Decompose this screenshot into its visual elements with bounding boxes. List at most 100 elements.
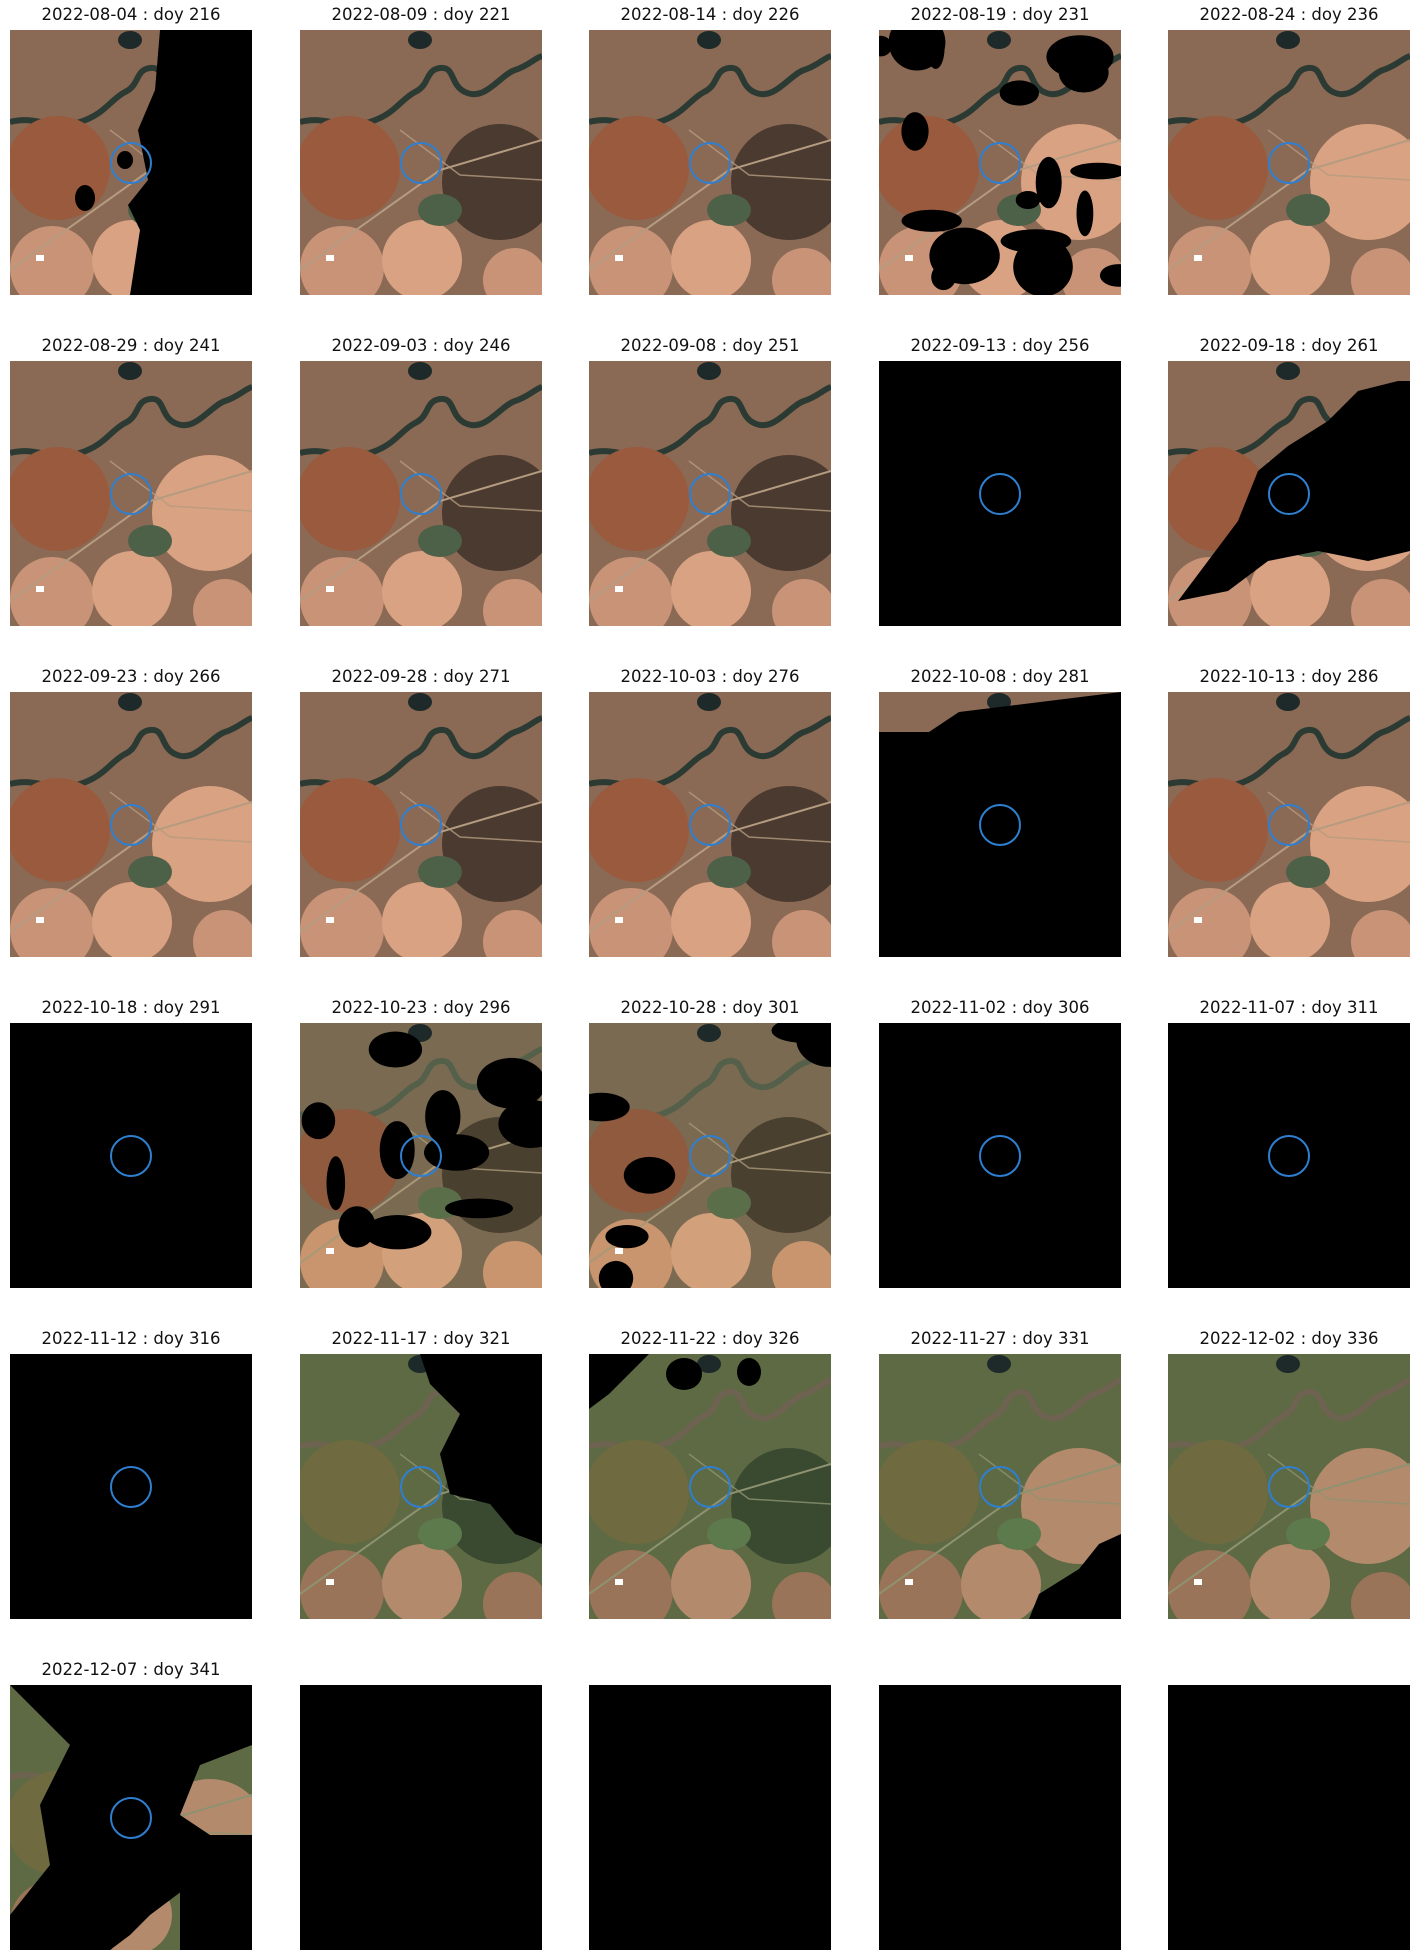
image-panel: 2022-11-07 : doy 311 bbox=[1168, 993, 1410, 1293]
panel-title: 2022-10-28 : doy 301 bbox=[569, 998, 851, 1017]
cloud-mask bbox=[10, 1023, 252, 1288]
image-panel: 2022-11-12 : doy 316 bbox=[10, 1324, 252, 1624]
landscape bbox=[589, 361, 831, 626]
image-panel: 2022-10-13 : doy 286 bbox=[1168, 662, 1410, 962]
satellite-image bbox=[879, 1023, 1121, 1288]
image-panel: 2022-08-29 : doy 241 bbox=[10, 331, 252, 631]
panel-title: 2022-11-07 : doy 311 bbox=[1148, 998, 1415, 1017]
satellite-image bbox=[879, 692, 1121, 957]
panel-title: 2022-10-13 : doy 286 bbox=[1148, 667, 1415, 686]
landscape bbox=[10, 692, 252, 957]
landscape bbox=[300, 692, 542, 957]
empty-panel bbox=[1168, 1655, 1410, 1955]
cloud-mask bbox=[589, 1685, 831, 1950]
satellite-image bbox=[1168, 1685, 1410, 1950]
cloud-mask bbox=[1168, 1685, 1410, 1950]
satellite-image bbox=[10, 1354, 252, 1619]
image-panel: 2022-09-08 : doy 251 bbox=[589, 331, 831, 631]
satellite-image bbox=[300, 1685, 542, 1950]
panel-title: 2022-09-03 : doy 246 bbox=[280, 336, 562, 355]
panel-title: 2022-09-13 : doy 256 bbox=[859, 336, 1141, 355]
panel-title: 2022-12-07 : doy 341 bbox=[0, 1660, 272, 1679]
satellite-image bbox=[300, 361, 542, 626]
image-panel: 2022-10-08 : doy 281 bbox=[879, 662, 1121, 962]
satellite-image bbox=[589, 1023, 831, 1288]
landscape bbox=[589, 1354, 831, 1619]
image-panel: 2022-08-14 : doy 226 bbox=[589, 0, 831, 300]
panel-title: 2022-10-03 : doy 276 bbox=[569, 667, 851, 686]
satellite-image bbox=[10, 692, 252, 957]
panel-title: 2022-11-12 : doy 316 bbox=[0, 1329, 272, 1348]
landscape bbox=[589, 692, 831, 957]
satellite-image bbox=[1168, 1023, 1410, 1288]
satellite-image bbox=[300, 692, 542, 957]
image-panel: 2022-12-02 : doy 336 bbox=[1168, 1324, 1410, 1624]
panel-title: 2022-10-08 : doy 281 bbox=[859, 667, 1141, 686]
image-panel: 2022-11-27 : doy 331 bbox=[879, 1324, 1121, 1624]
landscape bbox=[1168, 30, 1410, 295]
image-panel: 2022-08-24 : doy 236 bbox=[1168, 0, 1410, 300]
satellite-image bbox=[10, 30, 252, 295]
image-panel: 2022-09-28 : doy 271 bbox=[300, 662, 542, 962]
cloud-mask bbox=[1168, 1023, 1410, 1288]
satellite-image bbox=[589, 361, 831, 626]
panel-title: 2022-08-14 : doy 226 bbox=[569, 5, 851, 24]
landscape bbox=[589, 30, 831, 295]
image-panel: 2022-09-23 : doy 266 bbox=[10, 662, 252, 962]
cloud-mask bbox=[879, 1023, 1121, 1288]
panel-title: 2022-10-18 : doy 291 bbox=[0, 998, 272, 1017]
satellite-image bbox=[300, 1354, 542, 1619]
landscape bbox=[300, 30, 542, 295]
satellite-image bbox=[10, 1685, 252, 1950]
satellite-image bbox=[879, 30, 1121, 295]
landscape bbox=[300, 361, 542, 626]
landscape bbox=[1168, 1354, 1410, 1619]
panel-title: 2022-09-08 : doy 251 bbox=[569, 336, 851, 355]
panel-title: 2022-11-27 : doy 331 bbox=[859, 1329, 1141, 1348]
satellite-image bbox=[589, 1354, 831, 1619]
satellite-image bbox=[1168, 361, 1410, 626]
satellite-image bbox=[879, 361, 1121, 626]
satellite-image bbox=[10, 1023, 252, 1288]
panel-title: 2022-08-04 : doy 216 bbox=[0, 5, 272, 24]
satellite-image bbox=[589, 692, 831, 957]
cloud-mask bbox=[10, 1354, 252, 1619]
panel-title: 2022-11-02 : doy 306 bbox=[859, 998, 1141, 1017]
panel-title: 2022-11-22 : doy 326 bbox=[569, 1329, 851, 1348]
satellite-image bbox=[589, 30, 831, 295]
cloud-mask bbox=[300, 1685, 542, 1950]
satellite-image bbox=[1168, 1354, 1410, 1619]
image-panel: 2022-11-17 : doy 321 bbox=[300, 1324, 542, 1624]
cloud-mask bbox=[879, 1685, 1121, 1950]
satellite-image bbox=[879, 1354, 1121, 1619]
panel-title: 2022-12-02 : doy 336 bbox=[1148, 1329, 1415, 1348]
panel-title: 2022-09-18 : doy 261 bbox=[1148, 336, 1415, 355]
satellite-image bbox=[879, 1685, 1121, 1950]
panel-title: 2022-08-24 : doy 236 bbox=[1148, 5, 1415, 24]
image-panel: 2022-08-19 : doy 231 bbox=[879, 0, 1121, 300]
empty-panel bbox=[589, 1655, 831, 1955]
landscape bbox=[589, 1023, 831, 1288]
satellite-image bbox=[1168, 692, 1410, 957]
panel-title: 2022-09-23 : doy 266 bbox=[0, 667, 272, 686]
image-panel: 2022-10-18 : doy 291 bbox=[10, 993, 252, 1293]
panel-title: 2022-08-19 : doy 231 bbox=[859, 5, 1141, 24]
image-panel: 2022-12-07 : doy 341 bbox=[10, 1655, 252, 1955]
empty-panel bbox=[879, 1655, 1121, 1955]
image-panel: 2022-09-18 : doy 261 bbox=[1168, 331, 1410, 631]
landscape bbox=[10, 361, 252, 626]
image-panel: 2022-10-03 : doy 276 bbox=[589, 662, 831, 962]
panel-title: 2022-08-09 : doy 221 bbox=[280, 5, 562, 24]
satellite-image bbox=[10, 361, 252, 626]
satellite-image bbox=[589, 1685, 831, 1950]
satellite-image bbox=[300, 1023, 542, 1288]
satellite-image bbox=[1168, 30, 1410, 295]
image-panel: 2022-09-13 : doy 256 bbox=[879, 331, 1121, 631]
empty-panel bbox=[300, 1655, 542, 1955]
image-panel: 2022-11-02 : doy 306 bbox=[879, 993, 1121, 1293]
satellite-image bbox=[300, 30, 542, 295]
panel-title: 2022-09-28 : doy 271 bbox=[280, 667, 562, 686]
cloud-mask bbox=[879, 361, 1121, 626]
panel-title: 2022-10-23 : doy 296 bbox=[280, 998, 562, 1017]
